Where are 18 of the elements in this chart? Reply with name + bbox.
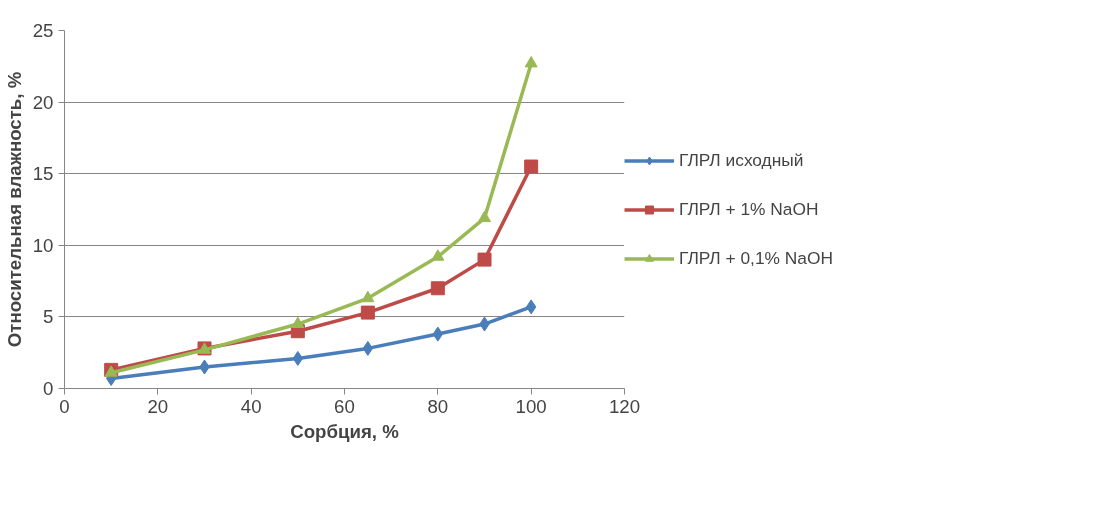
x-axis-title: Сорбция, %	[290, 420, 400, 442]
x-tick-label: 60	[334, 395, 355, 417]
y-tick-label: 25	[32, 20, 54, 41]
x-tick-label: 100	[515, 395, 547, 417]
y-tick-label: 20	[32, 91, 54, 113]
x-tick-label: 20	[147, 395, 169, 417]
y-tick-label: 10	[32, 234, 54, 256]
legend-label: ГЛРЛ исходный	[679, 149, 804, 171]
y-axis-title: Относительная влажность, %	[3, 71, 25, 348]
x-tick-label: 80	[427, 395, 449, 417]
legend-label: ГЛРЛ + 1% NaOH	[679, 198, 819, 220]
legend-label: ГЛРЛ + 0,1% NaOH	[679, 247, 833, 269]
y-tick-label: 15	[32, 163, 54, 185]
x-tick-label: 120	[608, 395, 641, 417]
x-tick-label: 40	[240, 395, 262, 417]
y-tick-label: 5	[43, 306, 54, 328]
y-tick-label: 0	[43, 378, 54, 399]
x-tick-label: 0	[59, 395, 70, 417]
